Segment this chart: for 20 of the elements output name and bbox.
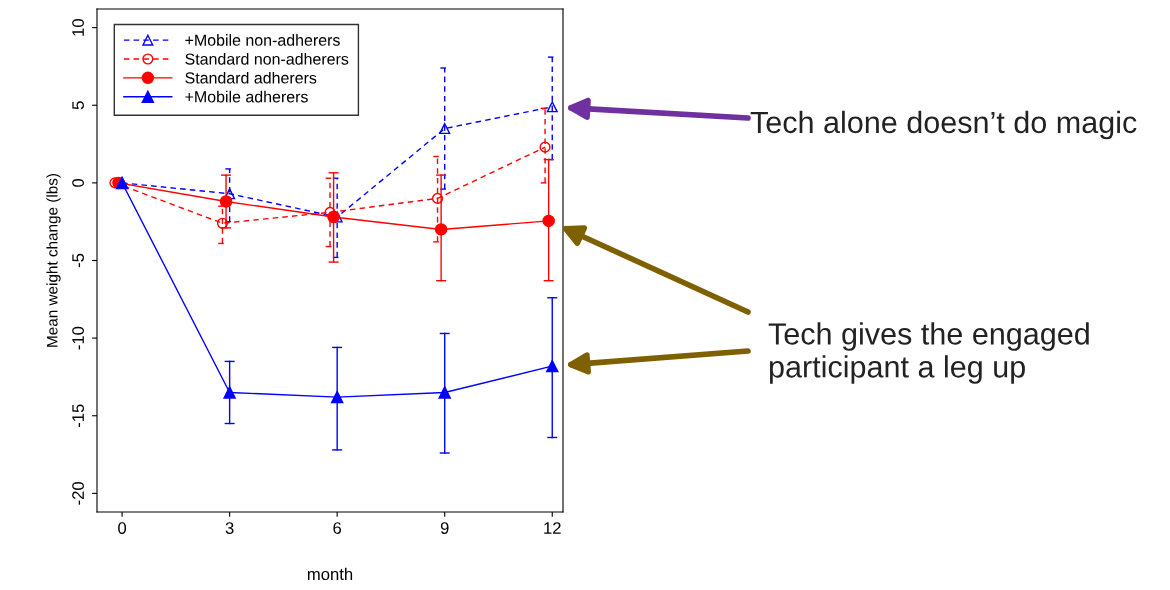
- y-tick-label: 5: [72, 101, 84, 110]
- y-tick-label: -10: [72, 326, 84, 350]
- x-tick-label: 12: [544, 522, 561, 534]
- text: Tech gives the engaged participant a leg up: [768, 322, 1089, 384]
- x-tick-label: 9: [440, 522, 449, 534]
- legend-label: +Mobile adherers: [185, 90, 308, 103]
- text: Tech alone doesn’t do magic: [750, 110, 1137, 140]
- x-tick-label: 3: [225, 522, 234, 534]
- x-tick-label: 0: [118, 522, 127, 534]
- y-tick-label: 0: [72, 178, 84, 187]
- y-tick-label: -20: [72, 481, 84, 505]
- x-axis-title: month: [307, 567, 353, 581]
- y-tick-label: 10: [72, 19, 84, 36]
- legend-label: Standard adherers: [185, 71, 317, 84]
- x-tick-label: 6: [333, 522, 342, 534]
- y-tick-label: -5: [72, 253, 84, 268]
- legend-label: +Mobile non-adherers: [185, 34, 340, 46]
- y-tick-label: -15: [72, 404, 84, 428]
- y-axis-title: Mean weight change (lbs): [46, 173, 61, 347]
- legend-label: Standard non-adherers: [185, 53, 349, 65]
